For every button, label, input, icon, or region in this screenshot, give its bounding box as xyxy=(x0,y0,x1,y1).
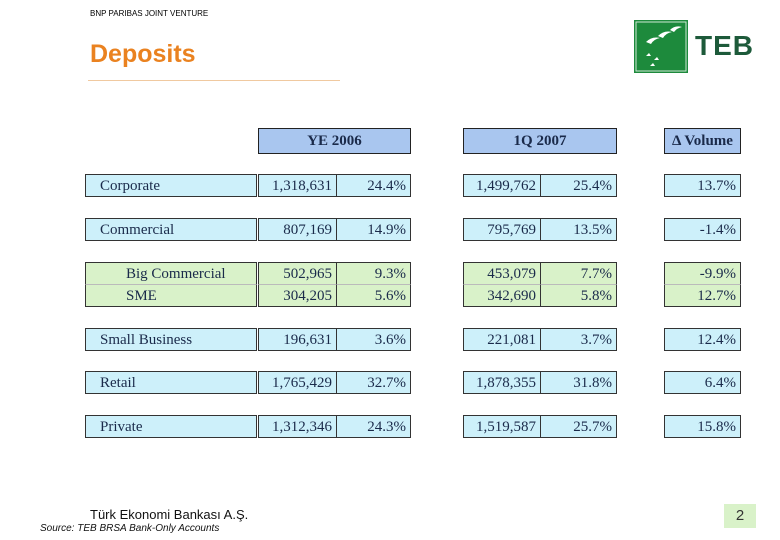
logo-mark xyxy=(634,20,688,73)
table-cell: 1,878,355 xyxy=(463,371,541,394)
row-label: Small Business xyxy=(85,328,257,351)
row-label: Commercial xyxy=(85,218,257,241)
table-cell: 6.4% xyxy=(664,371,741,394)
logo-text: TEB xyxy=(695,30,754,61)
table-cell: 14.9% xyxy=(336,218,411,241)
table-cell: 196,631 xyxy=(258,328,337,351)
table-cell: 453,079 xyxy=(463,262,541,285)
table-cell: -1.4% xyxy=(664,218,741,241)
table-cell: 31.8% xyxy=(540,371,617,394)
table-cell: 12.4% xyxy=(664,328,741,351)
table-cell: 1,318,631 xyxy=(258,174,337,197)
page-number: 2 xyxy=(724,504,756,528)
table-cell: 807,169 xyxy=(258,218,337,241)
table-cell: 7.7% xyxy=(540,262,617,285)
tagline: BNP PARIBAS JOINT VENTURE xyxy=(90,9,209,18)
row-label: Retail xyxy=(85,371,257,394)
table-cell: 1,519,587 xyxy=(463,415,541,438)
company: Türk Ekonomi Bankası A.Ş. xyxy=(90,507,249,522)
table-cell: 12.7% xyxy=(664,284,741,307)
row-label: Corporate xyxy=(85,174,257,197)
table-cell: 24.4% xyxy=(336,174,411,197)
table-cell: -9.9% xyxy=(664,262,741,285)
column-header: 1Q 2007 xyxy=(463,128,617,154)
table-cell: 9.3% xyxy=(336,262,411,285)
row-label: Private xyxy=(85,415,257,438)
title-rule xyxy=(88,80,340,81)
table-cell: 304,205 xyxy=(258,284,337,307)
table-cell: 15.8% xyxy=(664,415,741,438)
table-cell: 1,312,346 xyxy=(258,415,337,438)
table-cell: 25.7% xyxy=(540,415,617,438)
source: Source: TEB BRSA Bank-Only Accounts xyxy=(40,523,220,534)
row-label: Big Commercial xyxy=(85,262,257,285)
table-cell: 13.7% xyxy=(664,174,741,197)
table-cell: 1,499,762 xyxy=(463,174,541,197)
table-cell: 221,081 xyxy=(463,328,541,351)
column-header: Δ Volume xyxy=(664,128,741,154)
table-cell: 25.4% xyxy=(540,174,617,197)
table-cell: 502,965 xyxy=(258,262,337,285)
table-cell: 5.8% xyxy=(540,284,617,307)
table-cell: 795,769 xyxy=(463,218,541,241)
title: Deposits xyxy=(90,40,196,68)
table-cell: 24.3% xyxy=(336,415,411,438)
table-cell: 3.7% xyxy=(540,328,617,351)
table-cell: 1,765,429 xyxy=(258,371,337,394)
table-cell: 3.6% xyxy=(336,328,411,351)
table-cell: 5.6% xyxy=(336,284,411,307)
table-cell: 32.7% xyxy=(336,371,411,394)
column-header: YE 2006 xyxy=(258,128,411,154)
table-cell: 13.5% xyxy=(540,218,617,241)
table-cell: 342,690 xyxy=(463,284,541,307)
row-label: SME xyxy=(85,284,257,307)
